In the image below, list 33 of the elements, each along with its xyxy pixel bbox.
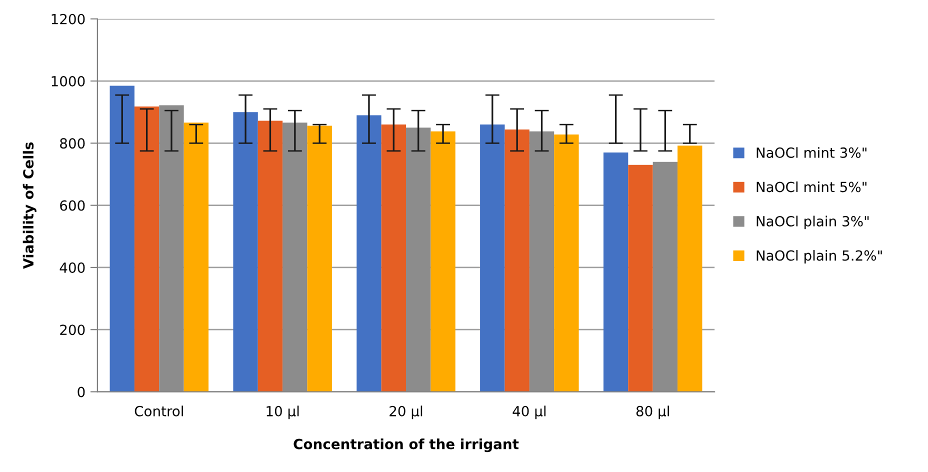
bar [110, 86, 134, 392]
y-tick-label: 800 [60, 138, 85, 149]
legend-label: NaOCl mint 3%" [756, 147, 866, 158]
bar [258, 120, 283, 392]
x-tick-label: 10 µl [266, 406, 299, 420]
bar [233, 112, 258, 392]
y-axis-title: Viability of Cells [22, 142, 36, 269]
bar [356, 115, 382, 392]
legend-label: NaOCl plain 5.2%" [756, 250, 882, 264]
bar [184, 122, 209, 392]
legend-label: NaOCl plain 3%" [756, 216, 869, 230]
x-axis-title: Concentration of the irrigant [294, 438, 519, 452]
x-tick-label: 80 µl [636, 406, 669, 420]
x-tick-label: Control [134, 406, 183, 416]
x-tick-label: 40 µl [512, 406, 546, 420]
bar [678, 146, 702, 392]
y-tick-label: 1200 [52, 14, 85, 24]
x-tick-label: 20 µl [390, 406, 422, 420]
legend-label: NaOCl mint 5%" [756, 181, 866, 192]
bar [430, 131, 456, 392]
bar [554, 134, 579, 392]
y-tick-label: 0 [78, 386, 85, 398]
bar [134, 106, 160, 392]
bar [381, 124, 406, 392]
y-tick-label: 400 [60, 262, 85, 273]
y-tick-label: 200 [60, 324, 85, 336]
bar [628, 164, 653, 392]
bar [307, 126, 332, 392]
bar [603, 152, 628, 392]
bar [504, 130, 530, 392]
y-tick-label: 1000 [52, 76, 85, 86]
bar [480, 124, 505, 392]
y-tick-label: 600 [60, 200, 85, 211]
